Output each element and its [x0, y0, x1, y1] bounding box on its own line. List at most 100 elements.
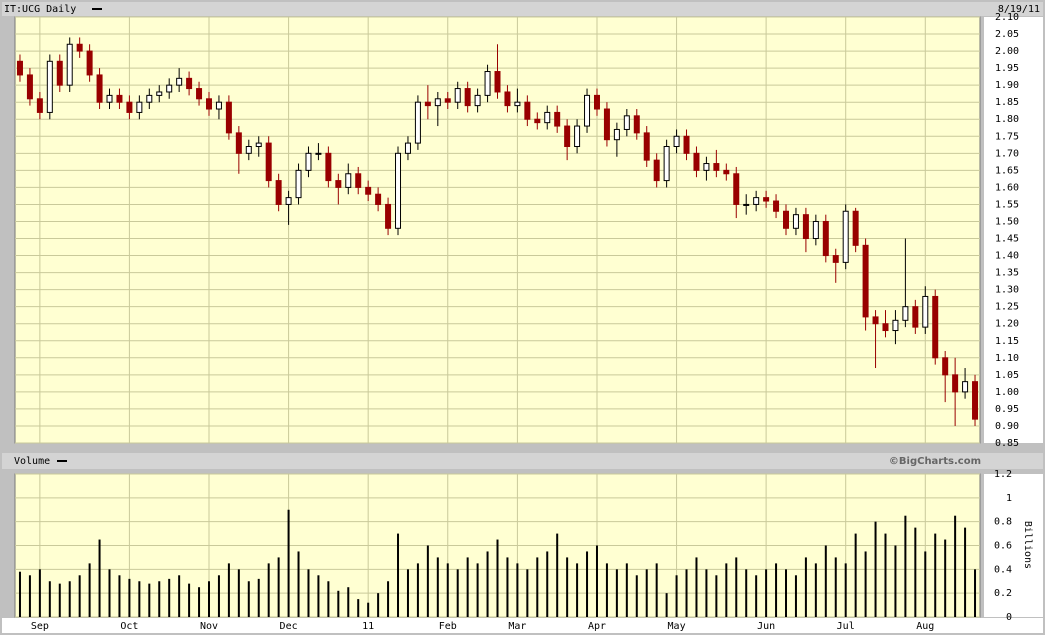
candle-body [16, 60, 23, 76]
y-tick-label: 1.2 [994, 469, 1012, 480]
candle-body [574, 125, 581, 148]
candle-body [116, 94, 123, 103]
x-tick-label: Mar [508, 621, 526, 632]
volume-bar [685, 569, 688, 617]
volume-bar [964, 527, 967, 617]
candle-body [842, 210, 849, 263]
y-tick-label: 0.85 [995, 438, 1019, 449]
x-axis-area [2, 618, 1043, 633]
volume-bar [377, 593, 380, 617]
volume-bar [347, 587, 350, 617]
candle-body [773, 200, 780, 212]
candle-body [365, 186, 372, 195]
candle-body [643, 132, 650, 161]
volume-bar [178, 575, 181, 617]
volume-bar [58, 583, 61, 617]
volume-bar [715, 575, 718, 617]
volume-bar [615, 569, 618, 617]
candle-body [783, 210, 790, 229]
candle-body [76, 43, 83, 52]
volume-bar [327, 581, 330, 617]
volume-bar [436, 557, 439, 617]
candle-body [205, 98, 212, 110]
candle-body [872, 316, 879, 325]
candle-body [444, 98, 451, 103]
candle-body [395, 152, 402, 229]
volume-bar [237, 569, 240, 617]
volume-bar [267, 563, 270, 617]
candle-body [852, 210, 859, 246]
volume-bar [158, 581, 161, 617]
y-tick-label: 0.6 [994, 541, 1012, 552]
volume-bar [357, 599, 360, 617]
candle-body [404, 142, 411, 154]
candle-body [136, 101, 143, 113]
x-tick-label: May [668, 621, 686, 632]
price-header [2, 2, 1043, 16]
volume-bar [954, 515, 957, 617]
candle-body [792, 214, 799, 229]
volume-bar [735, 557, 738, 617]
volume-bar [944, 539, 947, 617]
candle-body [942, 357, 949, 376]
volume-bar [128, 578, 131, 617]
volume-bar [28, 575, 31, 617]
candle-body [822, 220, 829, 257]
volume-bar [834, 557, 837, 617]
candle-body [454, 88, 461, 103]
candle-body [325, 152, 332, 182]
y-tick-label: 2.00 [995, 46, 1019, 57]
volume-bar [486, 551, 489, 617]
y-tick-label: 2.05 [995, 29, 1019, 40]
candle-body [275, 180, 282, 205]
candle-body [355, 173, 362, 188]
volume-bar [456, 569, 459, 617]
candle-body [385, 203, 392, 229]
candle-body [315, 152, 322, 155]
candle-body [56, 60, 63, 86]
candle-body [335, 180, 342, 188]
y-tick-label: 0.4 [994, 564, 1012, 575]
candle-body [683, 135, 690, 154]
y-tick-label: 1.30 [995, 285, 1019, 296]
volume-bar [914, 527, 917, 617]
candle-body [524, 101, 531, 120]
volume-bar [625, 563, 628, 617]
volume-axis-area [984, 474, 1043, 617]
y-tick-label: 0.2 [994, 588, 1012, 599]
volume-bar [406, 569, 409, 617]
legend-swatch [57, 460, 67, 462]
y-axis-label: Billions [1022, 521, 1033, 569]
candle-body [434, 98, 441, 107]
volume-bar [466, 557, 469, 617]
x-tick-label: Aug [916, 621, 934, 632]
candle-body [763, 197, 770, 202]
candle-body [613, 128, 620, 141]
legend-swatch [92, 8, 102, 10]
y-tick-label: 1.55 [995, 199, 1019, 210]
candle-body [862, 244, 869, 318]
x-tick-label: Sep [31, 621, 49, 632]
volume-bar [576, 563, 579, 617]
candle-body [414, 101, 421, 144]
candle-body [932, 295, 939, 359]
candle-body [653, 159, 660, 182]
volume-bar [595, 545, 598, 617]
candle-body [46, 60, 53, 113]
candle-body [504, 91, 511, 107]
y-tick-label: 1.60 [995, 182, 1019, 193]
volume-bar [794, 575, 797, 617]
volume-bar [824, 545, 827, 617]
candle-body [663, 146, 670, 182]
candle-body [215, 101, 222, 110]
candle-body [66, 43, 73, 86]
volume-bar [297, 551, 300, 617]
candle-body [713, 163, 720, 171]
volume-bar [118, 575, 121, 617]
volume-bar [88, 563, 91, 617]
y-tick-label: 1.90 [995, 80, 1019, 91]
volume-bar [168, 578, 171, 617]
candle-body [673, 135, 680, 148]
volume-bar [526, 569, 529, 617]
volume-bar [257, 578, 260, 617]
